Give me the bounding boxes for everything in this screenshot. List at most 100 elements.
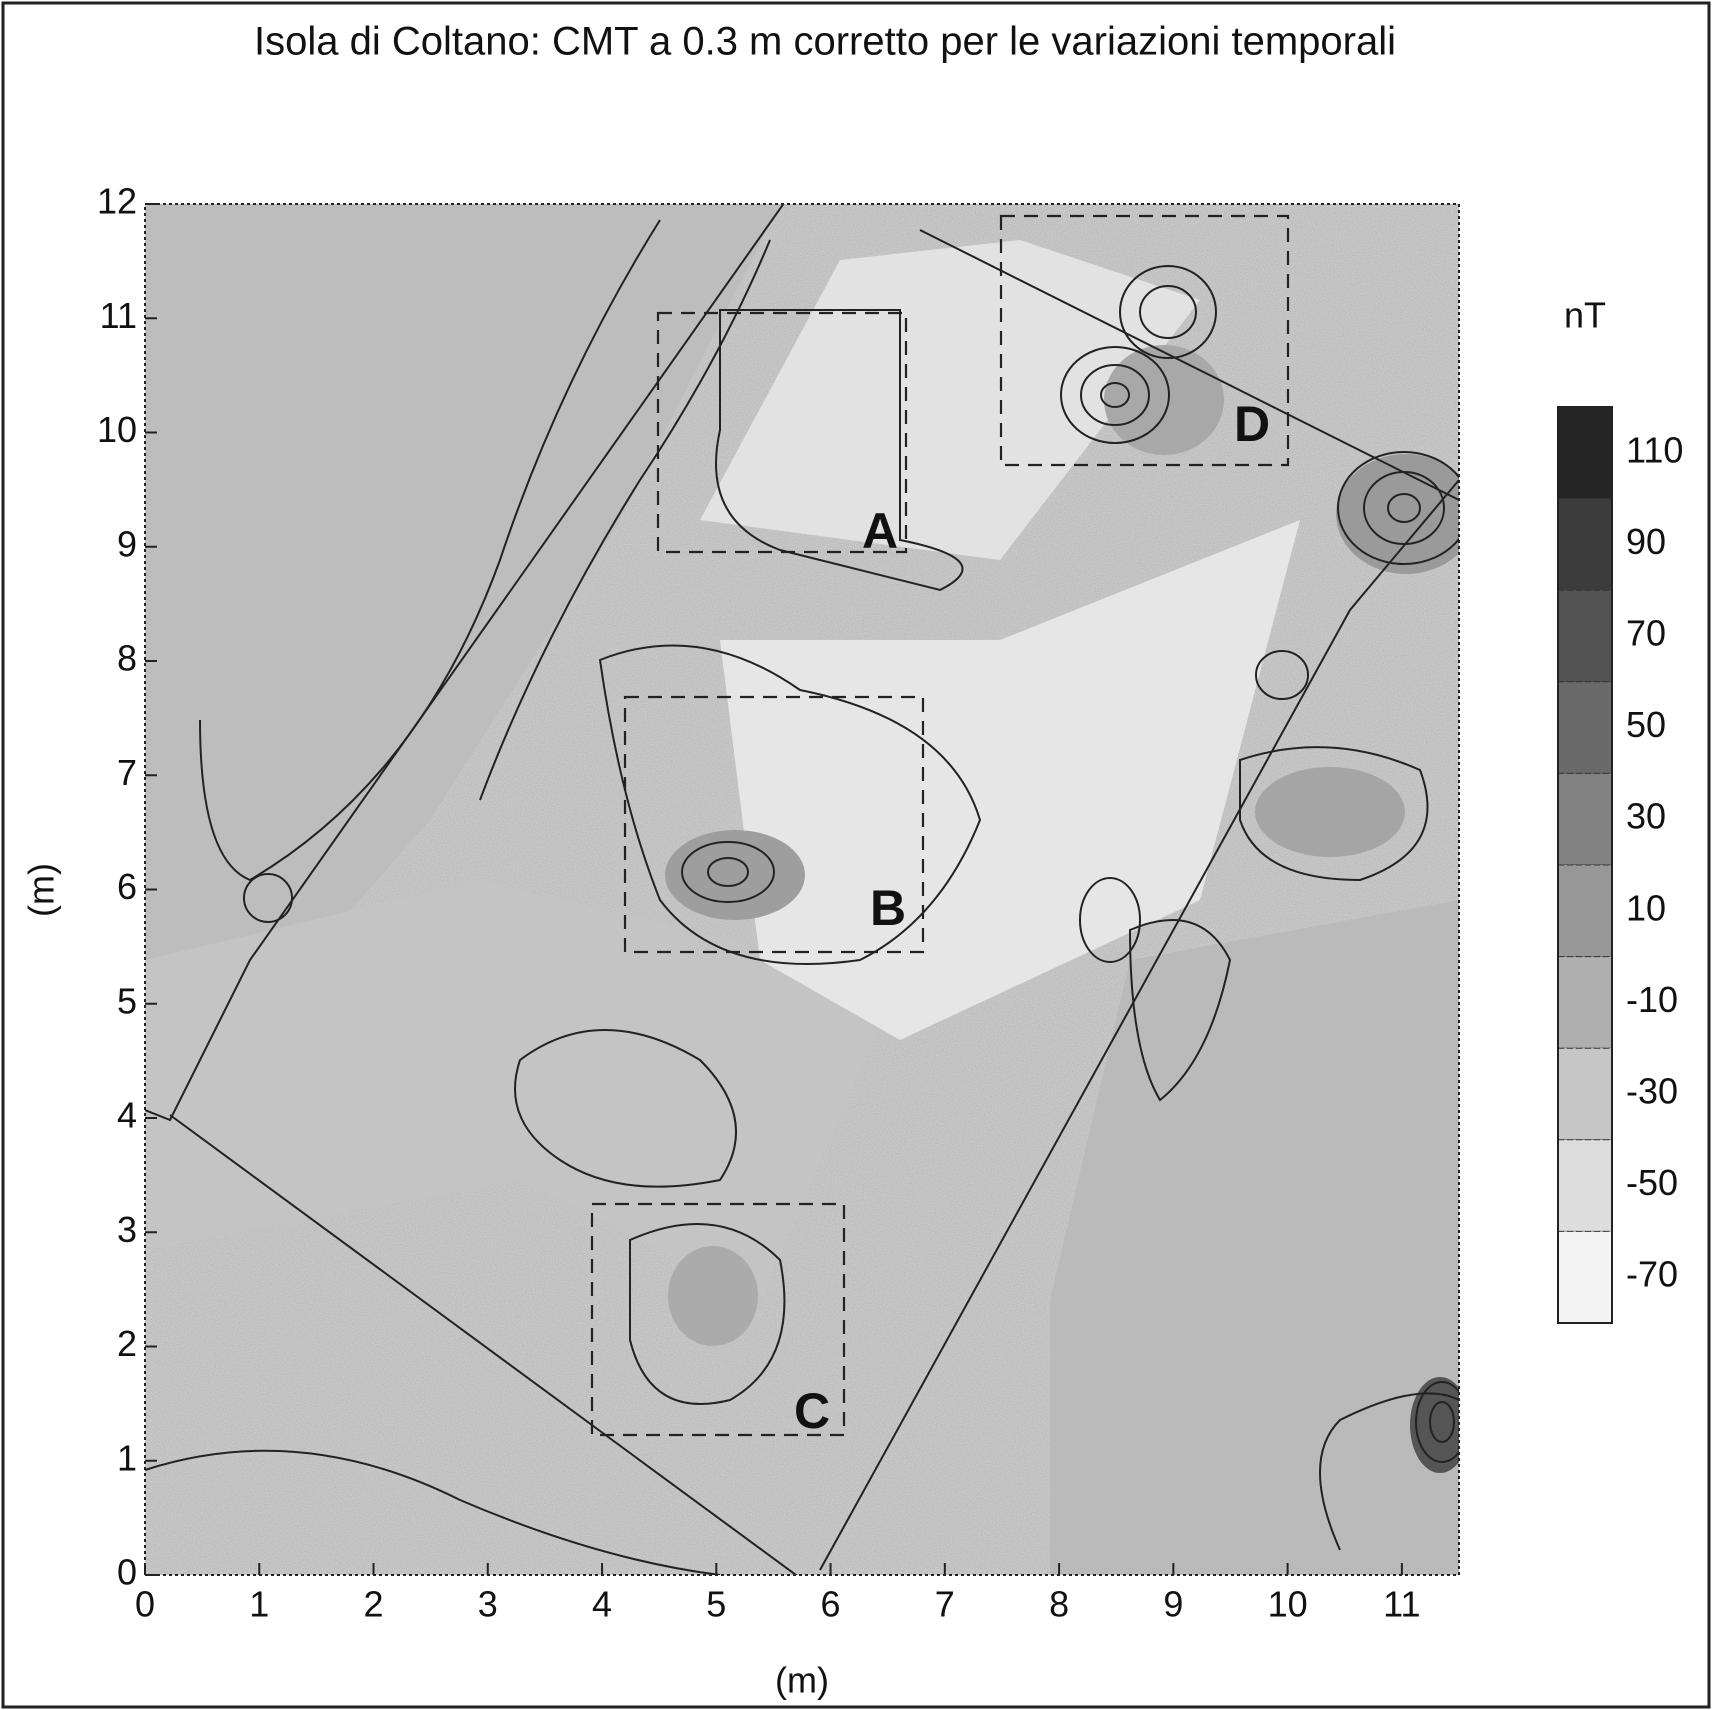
contour-line (1239, 746, 1429, 882)
colorbar-band (1557, 1139, 1613, 1232)
colorbar-tick-label: -10 (1626, 979, 1678, 1020)
contour-ring (707, 857, 749, 887)
x-tick-label: 11 (1383, 1584, 1420, 1625)
contour-ring (1387, 493, 1421, 523)
contour-ring (1119, 265, 1217, 359)
chart-title: Isola di Coltano: CMT a 0.3 m corretto p… (254, 20, 1396, 64)
contour-line (169, 1114, 798, 1575)
colorbar-tick-label: 50 (1626, 704, 1666, 745)
colorbar-tick-label: -50 (1626, 1162, 1678, 1203)
y-tick-label: 3 (117, 1209, 137, 1250)
colorbar-band (1557, 1230, 1613, 1324)
box-b (623, 695, 925, 954)
x-tick-label: 7 (935, 1584, 955, 1625)
contour-line (919, 229, 1459, 501)
contour-line (819, 479, 1459, 1571)
annotation-label: B (870, 880, 906, 936)
colorbar-tick-label: 30 (1626, 796, 1666, 837)
contour-line (199, 219, 661, 882)
colorbar-tick-label: -30 (1626, 1071, 1678, 1112)
contour-line (715, 309, 964, 592)
contour-ring (1363, 471, 1445, 545)
y-tick-label: 6 (117, 866, 137, 907)
annotation-label: C (794, 1383, 830, 1439)
plot-frame (144, 203, 1460, 1576)
colorbar-tick-label: 10 (1626, 887, 1666, 928)
y-tick-label: 2 (117, 1323, 137, 1364)
y-tick-label: 0 (117, 1552, 137, 1593)
y-tick-label: 11 (100, 295, 137, 336)
contour-line (514, 1029, 737, 1188)
y-tick-label: 7 (117, 752, 137, 793)
contour-line (479, 239, 771, 801)
anomaly (1255, 767, 1405, 857)
colorbar-band (1557, 772, 1613, 866)
box-c (590, 1202, 846, 1437)
contour-field (145, 204, 1459, 1575)
x-tick-label: 6 (821, 1584, 841, 1625)
colorbar-tick-label: 70 (1626, 613, 1666, 654)
contour-ring (243, 873, 293, 923)
colorbar-band (1557, 1047, 1613, 1141)
contour-ring (1100, 382, 1130, 408)
contour-ring (1337, 451, 1459, 565)
contour-ring (1415, 1381, 1459, 1463)
annotation-label: D (1234, 396, 1270, 452)
x-axis-label: (m) (775, 1660, 829, 1701)
y-axis-label: (m) (21, 863, 62, 917)
y-tick-label: 12 (97, 181, 137, 222)
contour-line (1128, 919, 1232, 1102)
field-region (720, 520, 1300, 1040)
contour-line (145, 1449, 721, 1575)
y-tick-label: 4 (117, 1095, 137, 1136)
y-tick-label: 8 (117, 638, 137, 679)
colorbar-band (1557, 864, 1613, 958)
colorbar-band (1557, 589, 1613, 683)
y-tick-label: 1 (117, 1437, 137, 1478)
field-region (700, 240, 1200, 560)
box-a (656, 311, 908, 554)
anomaly (668, 1246, 758, 1346)
x-tick-label: 8 (1049, 1584, 1069, 1625)
y-tick-label: 10 (97, 409, 137, 450)
contour-line (629, 1223, 786, 1405)
x-tick-label: 4 (592, 1584, 612, 1625)
y-tick-label: 9 (117, 523, 137, 564)
colorbar-frame (1557, 406, 1613, 1324)
colorbar-band (1557, 956, 1613, 1049)
annotation-label: A (862, 503, 898, 559)
box-d (999, 214, 1290, 467)
colorbar-tick-label: 110 (1626, 429, 1683, 470)
colorbar-band (1557, 498, 1613, 591)
contour-ring (1255, 650, 1309, 700)
x-tick-label: 1 (249, 1584, 269, 1625)
field-region (145, 880, 900, 1300)
x-tick-label: 9 (1163, 1584, 1183, 1625)
contour-ring (1060, 346, 1170, 444)
anomaly (665, 830, 805, 920)
annotation-boxes: A B C D (590, 214, 1290, 1439)
contour-line (145, 204, 785, 1122)
x-tick-label: 0 (135, 1584, 155, 1625)
colorbar-tick-label: -70 (1626, 1254, 1678, 1295)
anomaly (1104, 345, 1224, 455)
colorbar-band (1557, 406, 1613, 500)
contour-ring (681, 841, 775, 903)
x-tick-label: 10 (1268, 1584, 1308, 1625)
field-region (1050, 900, 1459, 1575)
field-region (145, 204, 780, 1060)
contour-lines (145, 204, 1459, 1575)
anomaly (1410, 1377, 1459, 1473)
colorbar-band (1557, 681, 1613, 774)
contour-ring (1429, 1401, 1455, 1443)
x-tick-label: 5 (706, 1584, 726, 1625)
x-tick-label: 2 (364, 1584, 384, 1625)
y-tick-label: 5 (117, 980, 137, 1021)
colorbar-label: nT (1564, 295, 1606, 336)
x-tick-label: 3 (478, 1584, 498, 1625)
colorbar-tick-label: 90 (1626, 521, 1666, 562)
contour-ring (1139, 285, 1197, 339)
contour-line (1319, 1392, 1459, 1551)
